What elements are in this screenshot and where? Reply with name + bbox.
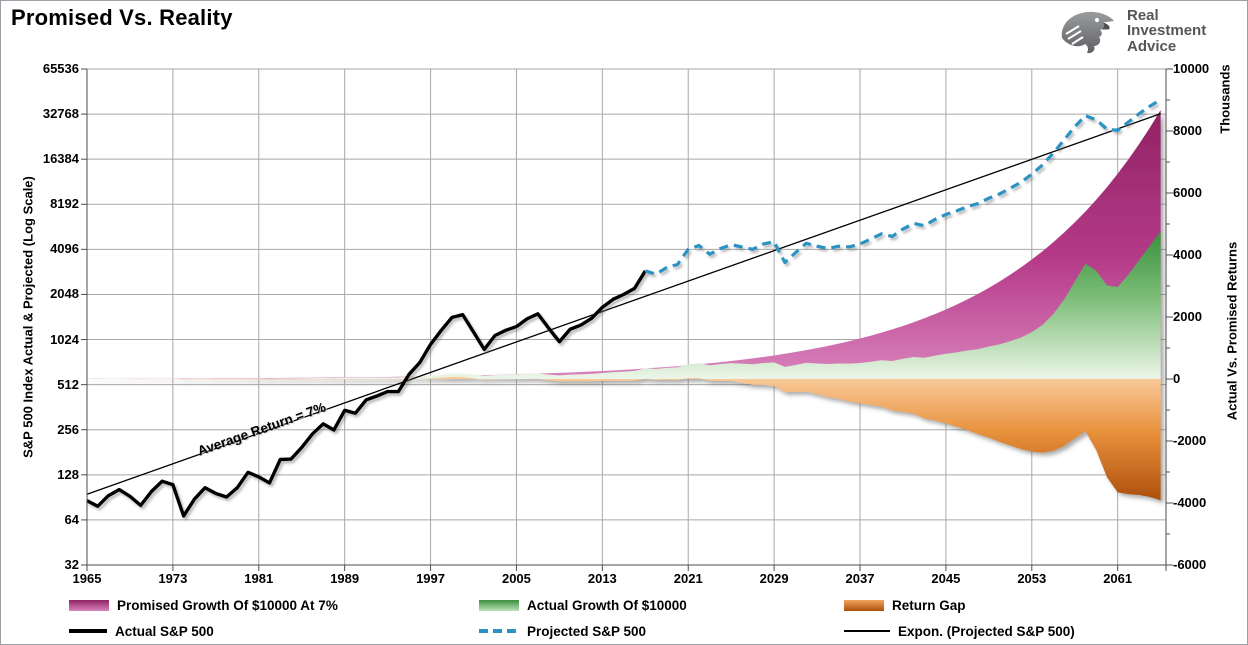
legend-label: Promised Growth Of $10000 At 7% — [117, 597, 338, 613]
legend-item-return-gap: Return Gap — [844, 597, 966, 613]
expon-trend-line-swatch-icon — [844, 630, 890, 632]
legend-label: Return Gap — [892, 597, 966, 613]
actual-sp500-line-swatch-icon — [69, 629, 107, 633]
return-gap-swatch-icon — [844, 599, 884, 611]
legend-item-actual-sp500: Actual S&P 500 — [69, 623, 214, 639]
actual-growth-swatch-icon — [479, 599, 519, 611]
company-logo: Real Investment Advice — [1057, 7, 1241, 55]
eagle-logo-icon — [1061, 11, 1114, 54]
logo-text: Real Investment Advice — [1127, 8, 1206, 55]
legend-label: Actual S&P 500 — [115, 623, 214, 639]
legend-label: Projected S&P 500 — [527, 623, 647, 639]
legend-item-promised-growth: Promised Growth Of $10000 At 7% — [69, 597, 338, 613]
chart-title: Promised Vs. Reality — [11, 5, 233, 30]
projected-sp500-dash-swatch-icon — [479, 629, 519, 633]
promised-growth-swatch-icon — [69, 599, 109, 611]
legend-item-actual-growth: Actual Growth Of $10000 — [479, 597, 687, 613]
logo-text-line2: Investment — [1127, 22, 1207, 40]
legend-label: Actual Growth Of $10000 — [527, 597, 687, 613]
legend-item-expon-trend: Expon. (Projected S&P 500) — [844, 623, 1075, 639]
legend-label: Expon. (Projected S&P 500) — [898, 623, 1075, 639]
logo-text-line3: Advice — [1127, 37, 1177, 55]
legend-item-projected-sp500: Projected S&P 500 — [479, 623, 646, 639]
logo-text-line1: Real — [1127, 6, 1159, 24]
